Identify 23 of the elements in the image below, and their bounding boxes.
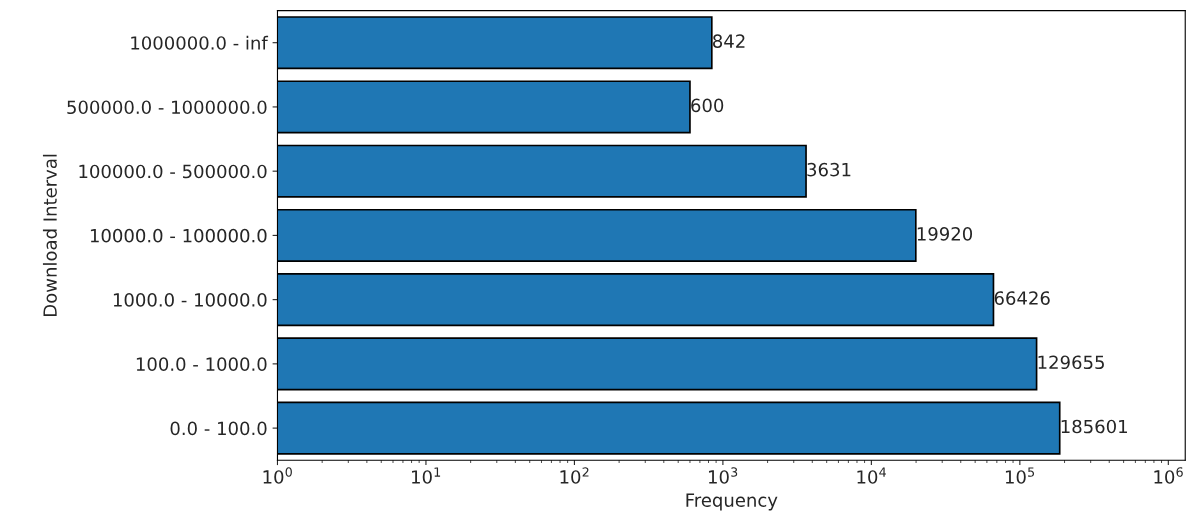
- y-tick-label: 100.0 - 1000.0: [136, 357, 267, 371]
- data-label: 3631: [807, 162, 851, 177]
- data-label: 185601: [1061, 419, 1127, 434]
- y-tick-label: 10000.0 - 100000.0: [90, 228, 267, 243]
- data-label: 600: [691, 98, 724, 113]
- y-axis-title: Download Interval: [42, 154, 57, 316]
- y-tick-label: 500000.0 - 1000000.0: [67, 100, 267, 115]
- data-label: 19920: [917, 226, 973, 241]
- y-tick-label: 1000.0 - 10000.0: [113, 293, 267, 307]
- x-tick-label: 10$^{1}$: [412, 467, 441, 484]
- x-axis-title: Frequency: [686, 493, 778, 511]
- x-tick-label: 10$^{2}$: [560, 467, 589, 484]
- x-tick-label: 10$^{0}$: [263, 467, 292, 484]
- x-tick-label: 10$^{4}$: [857, 467, 886, 484]
- y-tick-label: 100000.0 - 500000.0: [79, 164, 267, 179]
- x-tick-label: 10$^{3}$: [708, 467, 738, 484]
- y-tick-label: 1000000.0 - inf: [131, 35, 269, 50]
- data-label: 842: [713, 34, 745, 48]
- x-tick-label: 10$^{6}$: [1154, 467, 1183, 484]
- data-label: 66426: [994, 291, 1050, 305]
- x-tick-label: 10$^{5}$: [1005, 467, 1035, 484]
- y-tick-label: 0.0 - 100.0: [170, 421, 267, 436]
- data-label: 129655: [1038, 355, 1104, 370]
